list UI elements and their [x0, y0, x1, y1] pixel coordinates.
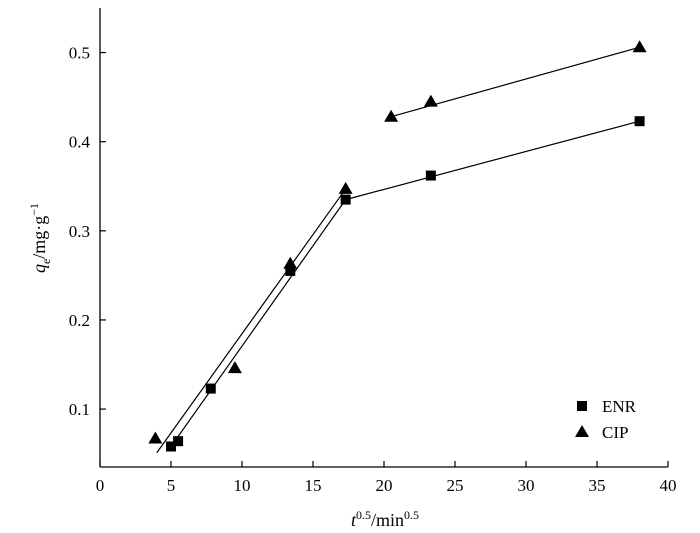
- x-ticks: 0 5 10 15 20 25 30 35 40: [96, 461, 677, 495]
- x-tick-label: 25: [447, 476, 464, 495]
- x-tick-label: 20: [376, 476, 393, 495]
- x-tick-label: 35: [589, 476, 606, 495]
- x-tick-label: 40: [660, 476, 677, 495]
- plot-area: 0 5 10 15 20 25 30 35 40 0.1 0.2 0.3 0.4 0.5: [69, 8, 677, 495]
- data-point-cip: [632, 40, 647, 53]
- data-point-cip: [423, 94, 438, 107]
- legend-label-cip: CIP: [602, 423, 628, 442]
- data-point-cip: [338, 181, 353, 194]
- y-tick-label: 0.2: [69, 311, 90, 330]
- legend-label-enr: ENR: [602, 397, 637, 416]
- data-point-enr: [634, 116, 645, 127]
- data-point-enr: [340, 194, 351, 205]
- y-ticks: 0.1 0.2 0.3 0.4 0.5: [69, 44, 106, 419]
- fit-line-enr: [345, 120, 640, 201]
- data-point-enr: [285, 265, 296, 276]
- y-tick-label: 0.3: [69, 222, 90, 241]
- data-point-enr: [205, 383, 216, 394]
- y-tick-label: 0.1: [69, 400, 90, 419]
- data-point-enr: [166, 441, 176, 452]
- legend: ENR CIP: [575, 397, 637, 442]
- data-markers: [148, 40, 647, 452]
- data-point-cip: [283, 256, 298, 269]
- data-point-enr: [173, 436, 184, 447]
- y-axis-label: qe/mg·g−1: [27, 203, 53, 273]
- y-tick-label: 0.4: [69, 133, 91, 152]
- x-tick-label: 30: [518, 476, 535, 495]
- data-point-cip: [148, 431, 163, 444]
- x-tick-label: 5: [167, 476, 176, 495]
- x-tick-label: 15: [305, 476, 322, 495]
- data-point-enr: [425, 170, 436, 181]
- legend-marker-cip: [575, 425, 589, 437]
- fit-line-enr: [170, 199, 347, 447]
- data-point-cip: [227, 361, 242, 374]
- x-axis-label: t0.5/min0.5: [351, 508, 419, 530]
- x-tick-label: 0: [96, 476, 105, 495]
- fit-lines: [156, 46, 640, 454]
- fit-line-cip: [156, 188, 347, 454]
- legend-marker-enr: [577, 401, 587, 411]
- x-tick-label: 10: [234, 476, 251, 495]
- data-point-cip: [384, 109, 399, 122]
- y-tick-label: 0.5: [69, 44, 90, 63]
